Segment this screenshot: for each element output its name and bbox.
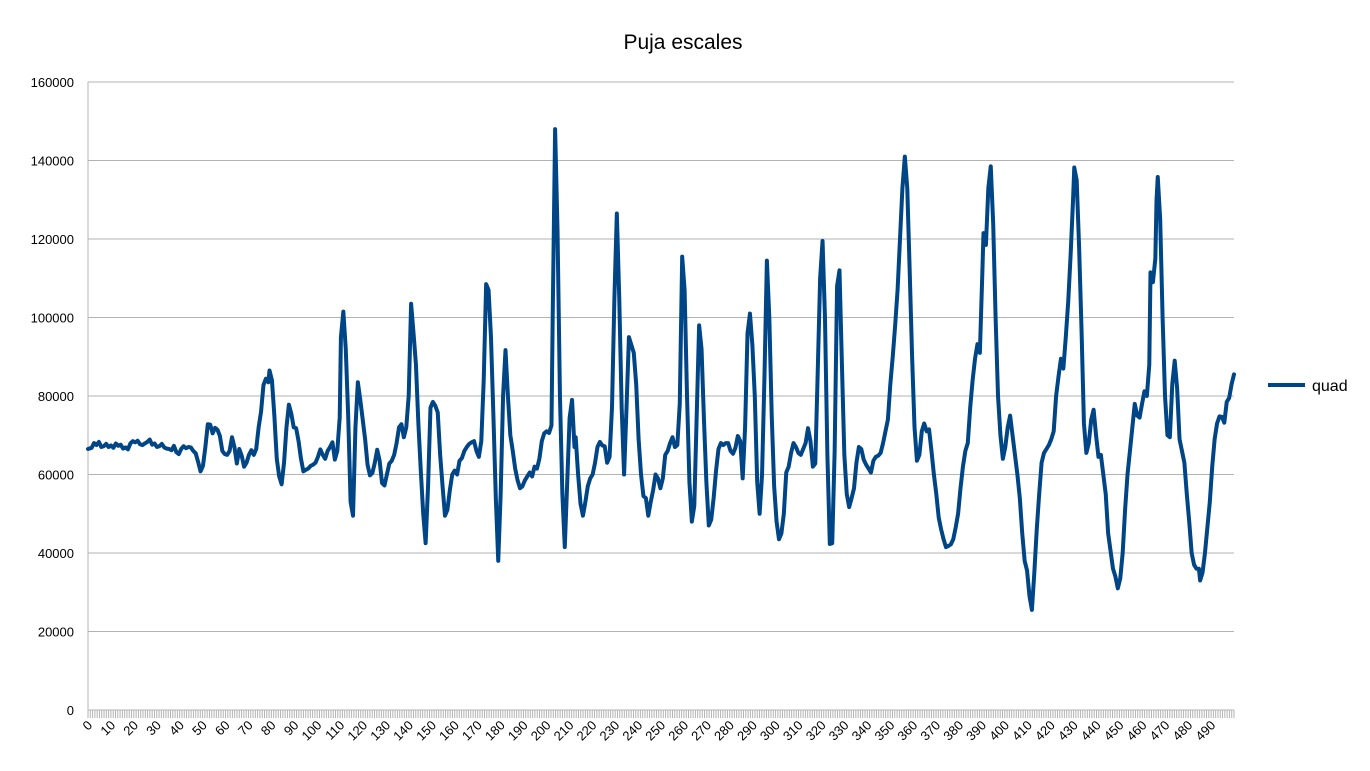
x-tick-labels: 0 10 20 30 40 50 60 70 80 90100110120130140150160… — [80, 718, 1219, 744]
series-line-quad — [86, 127, 1236, 612]
x-tick-label: 450 — [1101, 718, 1127, 744]
x-ticks — [87, 710, 1235, 718]
x-tick-label: 120 — [344, 718, 370, 744]
x-tick-label: 170 — [459, 718, 485, 744]
x-tick-label: 260 — [665, 718, 691, 744]
x-tick-label: 100 — [299, 718, 325, 744]
x-tick-label: 250 — [642, 718, 668, 744]
y-tick-label: 80000 — [38, 389, 74, 404]
y-tick-label: 160000 — [31, 75, 74, 90]
x-tick-label: 370 — [917, 718, 943, 744]
x-tick-label: 410 — [1009, 718, 1035, 744]
y-tick-label: 0 — [67, 703, 74, 718]
x-tick-label: 460 — [1124, 718, 1150, 744]
y-tick-label: 140000 — [31, 154, 74, 169]
y-tick-label: 100000 — [31, 311, 74, 326]
x-tick-label: 380 — [940, 718, 966, 744]
x-tick-label: 490 — [1192, 718, 1218, 744]
legend: quad — [1268, 378, 1348, 395]
x-tick-label: 320 — [803, 718, 829, 744]
x-tick-label: 270 — [688, 718, 714, 744]
x-tick-label: 140 — [390, 718, 416, 744]
x-tick-label: 40 — [166, 718, 187, 739]
x-tick-label: 150 — [413, 718, 439, 744]
x-tick-label: 190 — [505, 718, 531, 744]
series-group — [86, 127, 1236, 612]
x-tick-label: 360 — [894, 718, 920, 744]
x-tick-label: 400 — [986, 718, 1012, 744]
x-tick-label: 210 — [551, 718, 577, 744]
x-tick-label: 310 — [780, 718, 806, 744]
x-tick-label: 90 — [281, 718, 302, 739]
legend-label-quad: quad — [1312, 378, 1348, 395]
x-tick-label: 230 — [596, 718, 622, 744]
x-tick-label: 240 — [619, 718, 645, 744]
y-tick-labels: 0 20000 40000 60000 80000 100000 120000 140000 1… — [31, 75, 74, 718]
x-tick-label: 60 — [212, 718, 233, 739]
x-tick-label: 220 — [574, 718, 600, 744]
x-tick-label: 420 — [1032, 718, 1058, 744]
y-tick-label: 120000 — [31, 232, 74, 247]
grid-lines — [87, 81, 1234, 718]
x-tick-label: 80 — [258, 718, 279, 739]
x-tick-label: 20 — [120, 718, 141, 739]
x-tick-label: 330 — [826, 718, 852, 744]
x-tick-label: 110 — [322, 718, 347, 743]
x-tick-label: 30 — [143, 718, 164, 739]
x-tick-label: 0 — [80, 718, 96, 734]
x-tick-label: 70 — [235, 718, 256, 739]
x-tick-label: 280 — [711, 718, 737, 744]
x-tick-label: 480 — [1169, 718, 1195, 744]
x-tick-label: 390 — [963, 718, 989, 744]
x-tick-label: 200 — [528, 718, 554, 744]
x-tick-label: 180 — [482, 718, 508, 744]
x-tick-label: 470 — [1147, 718, 1173, 744]
chart-title: Puja escales — [623, 31, 742, 54]
x-tick-label: 50 — [189, 718, 210, 739]
x-tick-label: 130 — [367, 718, 393, 744]
x-tick-label: 430 — [1055, 718, 1081, 744]
x-tick-label: 340 — [849, 718, 875, 744]
x-tick-label: 290 — [734, 718, 760, 744]
x-tick-label: 300 — [757, 718, 783, 744]
y-tick-label: 40000 — [38, 546, 74, 561]
x-tick-label: 440 — [1078, 718, 1104, 744]
x-tick-label: 350 — [872, 718, 898, 744]
y-tick-label: 60000 — [38, 468, 74, 483]
x-tick-label: 160 — [436, 718, 462, 744]
x-tick-label: 10 — [97, 718, 118, 739]
y-tick-label: 20000 — [38, 625, 74, 640]
